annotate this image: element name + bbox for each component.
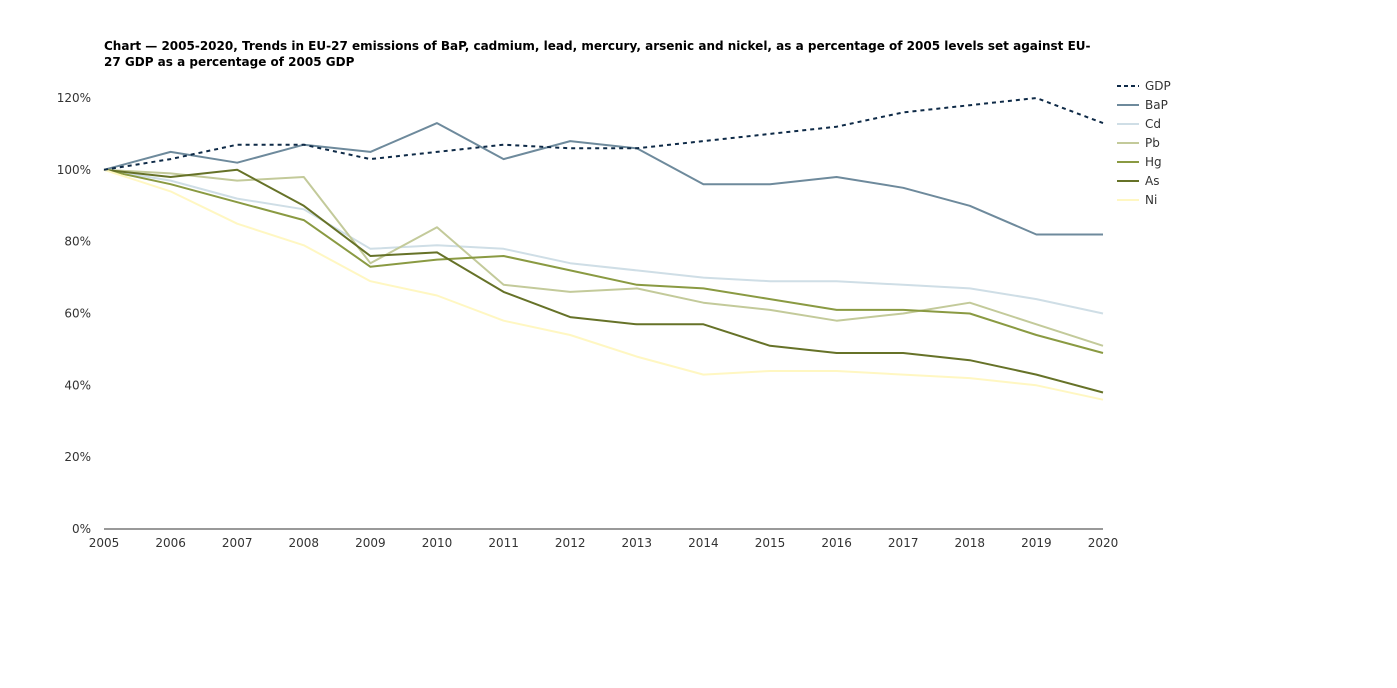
series-line-ni: [103, 168, 1104, 401]
legend-item-bap[interactable]: BaP: [1117, 98, 1168, 112]
x-tick-label: 2007: [222, 536, 253, 550]
y-tick-label: 20%: [64, 450, 91, 464]
y-tick-label: 100%: [57, 163, 91, 177]
x-tick-label: 2012: [555, 536, 586, 550]
x-tick-label: 2008: [289, 536, 320, 550]
legend[interactable]: GDP BaP Cd Pb Hg As Ni: [1117, 79, 1171, 207]
legend-item-pb[interactable]: Pb: [1117, 136, 1160, 150]
series-line-cd: [103, 168, 1104, 315]
series-line-as: [103, 168, 1104, 394]
series-lines: [103, 97, 1104, 401]
legend-label: Hg: [1145, 155, 1162, 169]
legend-label: Ni: [1145, 193, 1157, 207]
x-tick-label: 2009: [355, 536, 386, 550]
legend-label: GDP: [1145, 79, 1171, 93]
legend-item-gdp[interactable]: GDP: [1117, 79, 1171, 93]
x-tick-label: 2010: [422, 536, 453, 550]
x-tick-label: 2005: [89, 536, 120, 550]
x-tick-label: 2011: [488, 536, 519, 550]
legend-label: Pb: [1145, 136, 1160, 150]
x-tick-label: 2020: [1088, 536, 1119, 550]
series-line-pb: [103, 168, 1104, 347]
x-tick-label: 2013: [622, 536, 653, 550]
legend-item-as[interactable]: As: [1117, 174, 1159, 188]
x-tick-label: 2019: [1021, 536, 1052, 550]
series-line-gdp: [103, 97, 1104, 171]
y-tick-label: 40%: [64, 378, 91, 392]
x-tick-label: 2014: [688, 536, 719, 550]
legend-item-hg[interactable]: Hg: [1117, 155, 1162, 169]
series-line-hg: [103, 168, 1104, 354]
x-tick-label: 2016: [821, 536, 852, 550]
x-tick-label: 2015: [755, 536, 786, 550]
chart-title: Chart — 2005-2020, Trends in EU-27 emiss…: [104, 39, 1091, 69]
legend-label: Cd: [1145, 117, 1161, 131]
y-axis: 0% 20% 40% 60% 80% 100% 120%: [57, 91, 91, 536]
legend-item-cd[interactable]: Cd: [1117, 117, 1161, 131]
y-tick-label: 60%: [64, 307, 91, 321]
y-tick-label: 0%: [72, 522, 91, 536]
y-tick-label: 80%: [64, 235, 91, 249]
series-line-bap: [103, 122, 1103, 236]
x-axis: 2005 2006 2007 2008 2009 2010 2011 2012 2013 2014…: [89, 528, 1119, 550]
x-tick-label: 2017: [888, 536, 919, 550]
legend-item-ni[interactable]: Ni: [1117, 193, 1157, 207]
x-tick-label: 2018: [955, 536, 986, 550]
y-tick-label: 120%: [57, 91, 91, 105]
legend-label: As: [1145, 174, 1159, 188]
x-tick-label: 2006: [155, 536, 186, 550]
legend-label: BaP: [1145, 98, 1168, 112]
